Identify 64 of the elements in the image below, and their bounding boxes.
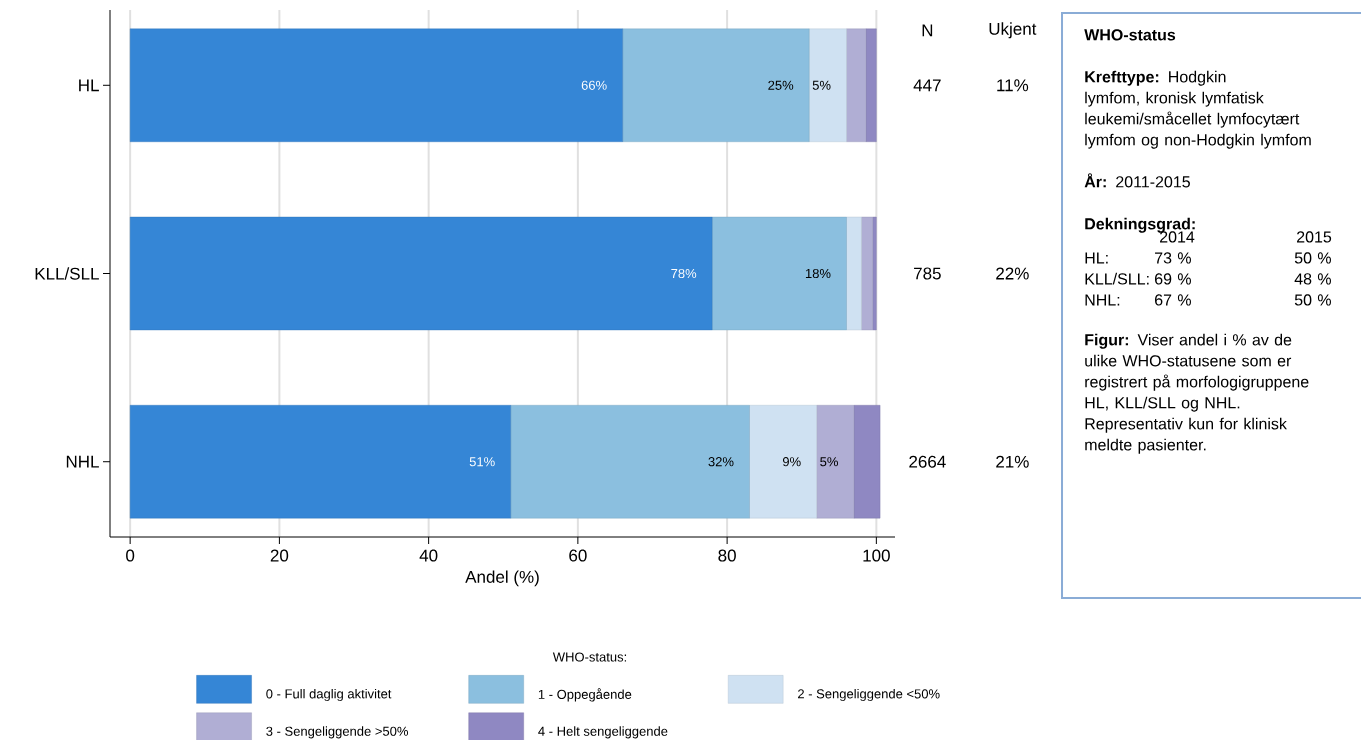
bar (129, 216, 713, 331)
text: År: 2011-2015 (1084, 173, 1190, 188)
bar (861, 216, 873, 331)
legend-label: 0 - Full daglig aktivitet (266, 688, 392, 702)
bar (129, 405, 511, 519)
text: 2664 (909, 455, 946, 468)
bar (816, 405, 855, 519)
bar (846, 216, 862, 331)
text: KLL/SLL: (1085, 272, 1149, 285)
x-tick-label: 40 (419, 549, 438, 562)
data-label: 25% (768, 80, 794, 90)
text: 785 (914, 267, 941, 280)
data-label: 9% (782, 457, 801, 467)
y-tick-label: NHL (66, 455, 99, 468)
x-axis-title: Andel (%) (465, 570, 539, 587)
text: Figur: Viser andel i % av de ulike WHO-statusene som er registrert på morfologigruppene HL, KLL/SLL og NHL. Representativ kun for klinisk meldte pasienter. (1085, 333, 1309, 454)
text: Krefttype: Hodgkin lymfom, kronisk lymfatisk leukemi/småcellet lymfocytært lymfom og non-Hodgkin lymfom (1085, 70, 1311, 149)
data-label: 18% (805, 268, 831, 279)
x-tick-label: 100 (863, 549, 890, 562)
x-tick-label: 0 (126, 549, 135, 562)
data-label: 5% (812, 80, 831, 90)
text: WHO-status (1084, 29, 1176, 41)
bar (809, 28, 847, 142)
text: 2014 (1160, 231, 1195, 243)
text: 67 % (1155, 294, 1191, 306)
x-tick-label: 80 (718, 549, 736, 562)
legend-label: 4 - Helt sengeliggende (538, 726, 668, 739)
x-tick-label: 60 (569, 549, 587, 562)
bar (510, 405, 750, 519)
text: HL: (1085, 252, 1108, 264)
y-tick-label: HL (79, 79, 99, 92)
data-label: 66% (581, 80, 607, 90)
bar (853, 405, 881, 519)
data-label: 78% (671, 268, 697, 279)
text: 21% (996, 455, 1029, 468)
text: 73 % (1155, 252, 1191, 264)
text: Ukjent (989, 22, 1037, 39)
text: 11% (997, 79, 1029, 92)
data-label: 32% (708, 457, 734, 467)
bar (846, 28, 867, 142)
text: N (922, 24, 933, 37)
bar (129, 28, 623, 142)
legend-label: 1 - Oppegående (538, 688, 632, 702)
bar (872, 216, 877, 331)
x-tick-label: 20 (270, 549, 289, 562)
text: 50 % (1294, 252, 1331, 264)
bar (711, 216, 847, 331)
legend-label: 3 - Sengeliggende >50% (266, 726, 408, 739)
legend-label: 2 - Sengeliggende <50% (798, 688, 940, 702)
data-label: 5% (820, 457, 838, 467)
text: NHL: (1085, 294, 1120, 306)
bar (749, 405, 817, 519)
text: 2015 (1297, 231, 1332, 243)
text: 447 (913, 79, 941, 92)
text: 22% (996, 267, 1029, 280)
data-label: 51% (469, 457, 495, 467)
text: 69 % (1155, 273, 1191, 285)
y-tick-label: KLL/SLL (35, 267, 99, 280)
text: 48 % (1294, 273, 1331, 285)
legend-title: WHO-status: (552, 652, 627, 662)
bar (865, 28, 877, 142)
text: 50 % (1294, 294, 1331, 306)
text: Dekningsgrad: (1085, 217, 1195, 233)
bar (622, 28, 810, 142)
